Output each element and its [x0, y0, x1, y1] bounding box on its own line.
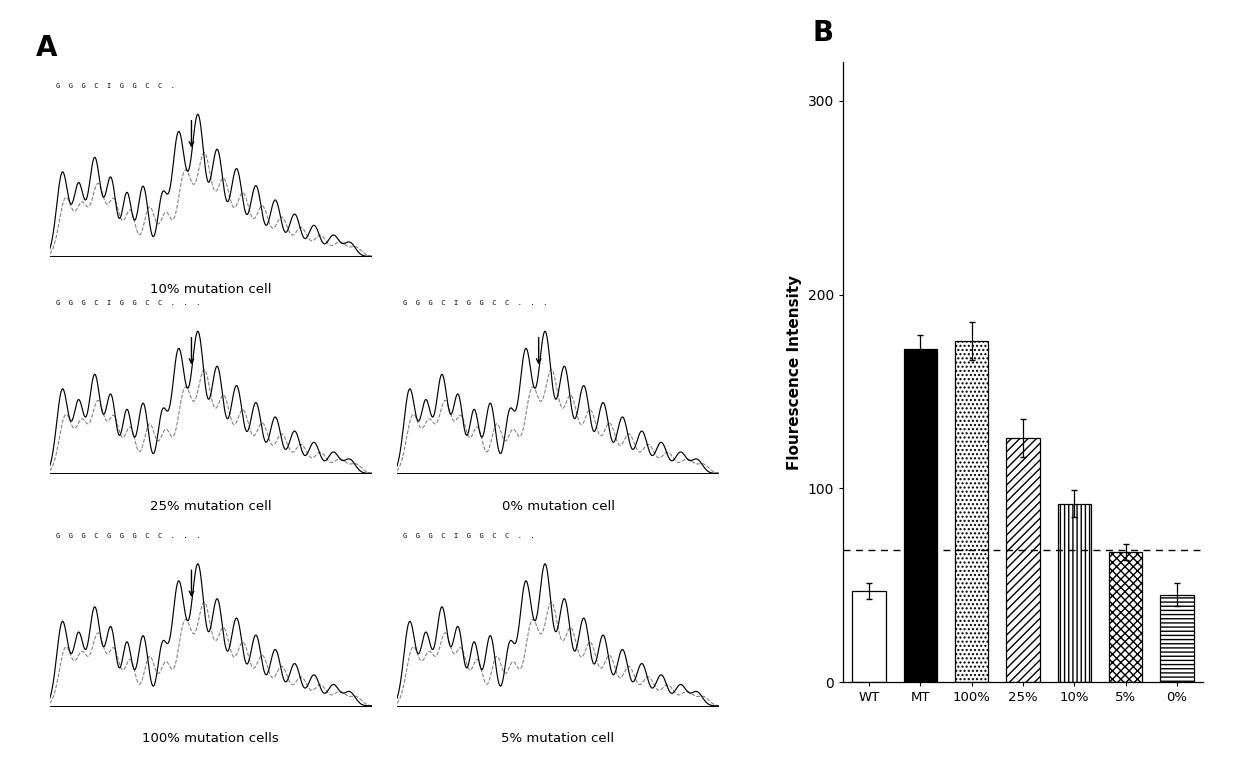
- Text: G  G  G  C  I  G  G  C  C  .  .  .: G G G C I G G C C . . .: [56, 300, 201, 306]
- Bar: [1109, 552, 1142, 682]
- Bar: [904, 349, 937, 682]
- Text: 25% mutation cell: 25% mutation cell: [150, 500, 272, 513]
- Bar: [1058, 504, 1091, 682]
- Text: A: A: [36, 34, 57, 62]
- Text: G  G  G  C  I  G  G  C  C  .  .: G G G C I G G C C . .: [403, 532, 534, 539]
- Text: 10% mutation cell: 10% mutation cell: [150, 283, 272, 296]
- Bar: [1161, 595, 1194, 682]
- Text: 0% mutation cell: 0% mutation cell: [501, 500, 615, 513]
- Text: B: B: [812, 19, 833, 47]
- Text: 5% mutation cell: 5% mutation cell: [501, 732, 615, 746]
- Y-axis label: Flourescence Intensity: Flourescence Intensity: [787, 274, 802, 470]
- Text: 100% mutation cells: 100% mutation cells: [143, 732, 279, 746]
- Bar: [955, 341, 988, 682]
- Text: G  G  G  C  I  G  G  C  C  .  .  .: G G G C I G G C C . . .: [403, 300, 548, 306]
- Bar: [1007, 438, 1039, 682]
- Bar: [852, 591, 885, 682]
- Text: G  G  G  C  G  G  G  C  C  .  .  .: G G G C G G G C C . . .: [56, 532, 201, 539]
- Text: G  G  G  C  I  G  G  C  C  .: G G G C I G G C C .: [56, 83, 175, 89]
